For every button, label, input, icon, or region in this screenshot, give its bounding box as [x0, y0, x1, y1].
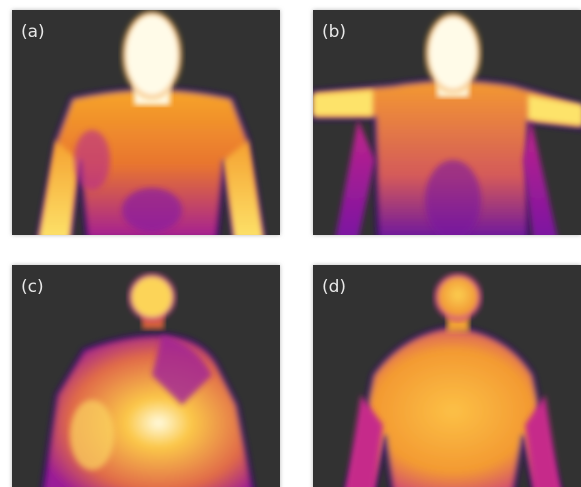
- panel-label: (c): [21, 277, 44, 297]
- thermal-image: [36, 11, 266, 235]
- panel-label: (b): [322, 22, 346, 42]
- thermal-image: [313, 13, 581, 235]
- panel: (c): [12, 265, 280, 487]
- thermal-image: [41, 273, 255, 487]
- panel-label: (d): [322, 277, 346, 297]
- thermal-image: [345, 273, 561, 487]
- panel: (d): [313, 265, 581, 487]
- panel-label: (a): [21, 22, 45, 42]
- panel: (b): [313, 10, 581, 235]
- panel: (a): [12, 10, 280, 235]
